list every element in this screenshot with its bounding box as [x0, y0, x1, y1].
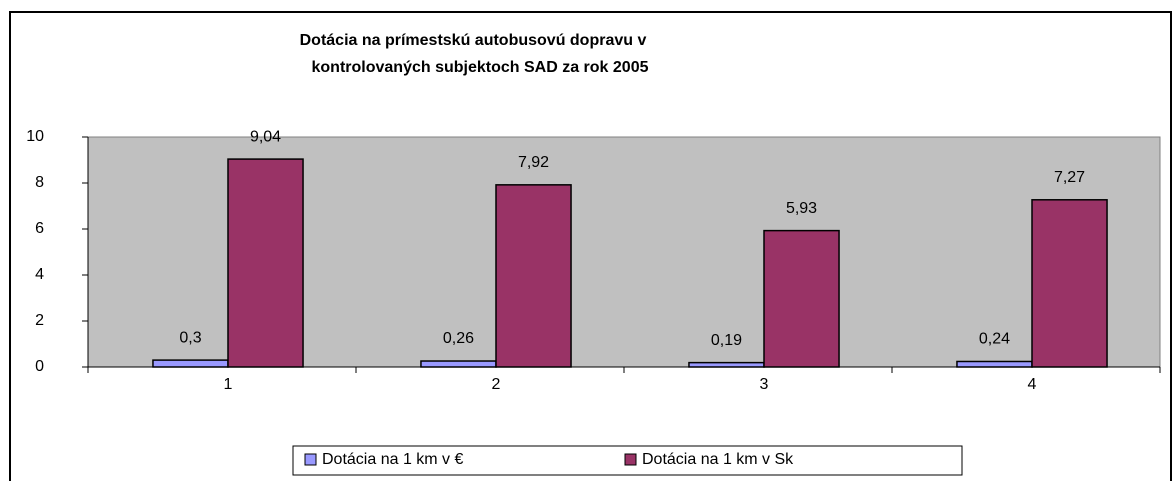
value-label: 7,27 — [1054, 169, 1085, 186]
x-tick-label: 2 — [492, 376, 501, 393]
bar — [1031, 199, 1108, 368]
value-label: 7,92 — [518, 154, 549, 171]
y-tick-label: 4 — [35, 266, 44, 283]
value-label: 5,93 — [786, 200, 817, 217]
y-tick-label: 0 — [35, 358, 44, 375]
y-tick-label: 2 — [35, 312, 44, 329]
legend-swatch — [624, 453, 637, 466]
value-label: 9,04 — [250, 128, 281, 145]
bar — [152, 359, 229, 368]
bar — [495, 184, 572, 368]
legend-label: Dotácia na 1 km v € — [322, 451, 464, 468]
x-tick-label: 4 — [1028, 376, 1037, 393]
y-tick-label: 8 — [35, 174, 44, 191]
legend-label: Dotácia na 1 km v Sk — [642, 451, 794, 468]
chart-title: kontrolovaných subjektoch SAD za rok 200… — [312, 59, 649, 76]
value-label: 0,3 — [179, 329, 201, 346]
bar — [420, 360, 497, 368]
value-label: 0,19 — [711, 332, 742, 349]
value-label: 0,24 — [979, 331, 1010, 348]
bar — [688, 361, 765, 368]
legend-swatch — [304, 453, 317, 466]
bar — [956, 360, 1033, 368]
y-tick-label: 10 — [26, 128, 44, 145]
x-tick-label: 3 — [760, 376, 769, 393]
chart-title: Dotácia na prímestskú autobusovú dopravu… — [300, 32, 647, 49]
bar — [763, 229, 840, 368]
value-label: 0,26 — [443, 330, 474, 347]
bar — [227, 158, 304, 368]
y-tick-label: 6 — [35, 220, 44, 237]
x-tick-label: 1 — [224, 376, 233, 393]
